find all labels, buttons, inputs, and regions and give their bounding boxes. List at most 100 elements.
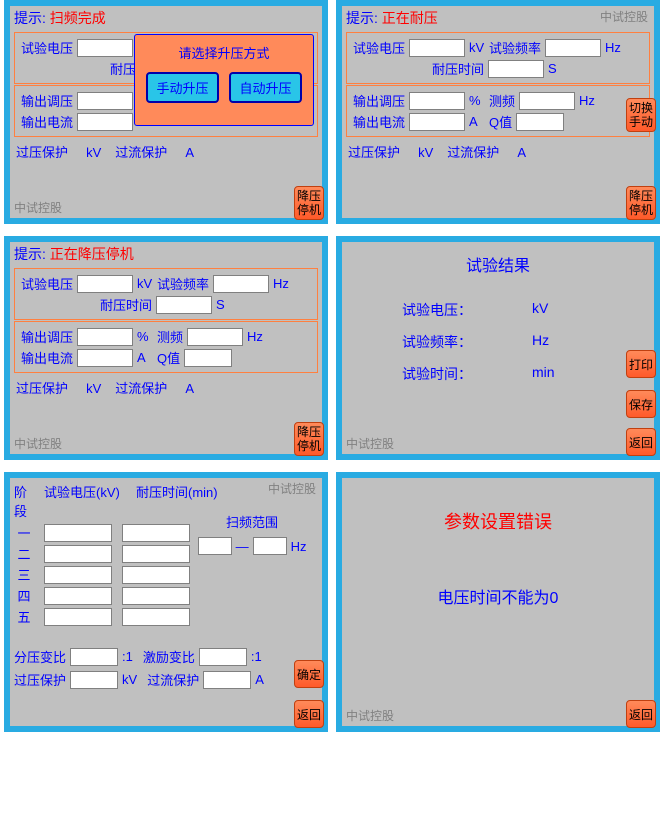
- manual-boost-button[interactable]: 手动升压: [146, 72, 218, 103]
- unit-hz2: Hz: [579, 93, 595, 108]
- lbl-test-voltage: 试验电压: [17, 38, 73, 57]
- protect-row: 过压保护 kV 过流保护 A: [342, 138, 654, 163]
- panel-scan-complete: 提示: 扫频完成 试验电压 kV 试验频率 Hz 耐压时间 输出调压 输出电流: [4, 0, 328, 224]
- protect-row: 过压保护 kV 过流保护 A: [10, 138, 322, 163]
- result-voltage-lbl: 试验电压：: [402, 300, 492, 320]
- unit-s: S: [216, 297, 232, 312]
- boost-mode-dialog: 请选择升压方式 手动升压 自动升压: [134, 34, 314, 126]
- input-q-value[interactable]: [516, 113, 564, 131]
- suffix-1: :1: [122, 649, 133, 664]
- unit-a: A: [137, 350, 153, 365]
- input-scan-from[interactable]: [198, 537, 232, 555]
- lower-stop-button[interactable]: 降压 停机: [626, 186, 656, 220]
- input-v3[interactable]: [44, 566, 112, 584]
- lbl-output-adjust: 输出调压: [349, 91, 405, 110]
- input-t3[interactable]: [122, 566, 190, 584]
- lbl-test-freq: 试验频率: [489, 38, 541, 57]
- brand: 中试控股: [14, 435, 62, 452]
- hdr-stage: 阶段: [14, 482, 38, 520]
- input-output-current[interactable]: [77, 113, 133, 131]
- switch-manual-l2: 手动: [629, 115, 653, 129]
- prompt: 提示: 扫频完成: [10, 6, 322, 32]
- input-output-adjust[interactable]: [77, 328, 133, 346]
- unit-kv: kV: [137, 276, 153, 291]
- unit-pct: %: [469, 93, 485, 108]
- unit-a2: A: [517, 145, 526, 160]
- input-test-voltage[interactable]: [409, 39, 465, 57]
- input-v2[interactable]: [44, 545, 112, 563]
- unit-kv2: kV: [86, 145, 101, 160]
- auto-boost-button[interactable]: 自动升压: [229, 72, 301, 103]
- result-freq-lbl: 试验频率：: [402, 332, 492, 352]
- dash: —: [236, 539, 249, 554]
- error-msg: 电压时间不能为0: [342, 534, 654, 608]
- input-scan-to[interactable]: [253, 537, 287, 555]
- lbl-test-freq: 试验频率: [157, 274, 209, 293]
- unit-hz: Hz: [291, 539, 307, 554]
- brand: 中试控股: [268, 480, 316, 497]
- input-output-current[interactable]: [409, 113, 465, 131]
- save-button-mid[interactable]: 保存: [626, 390, 656, 418]
- panel-results: 试验结果 试验电压： kV 试验频率： Hz 试验时间： min 中试控股 打印…: [336, 236, 660, 460]
- lbl-ov-protect: 过压保护: [16, 381, 68, 396]
- group-output: 输出调压 % 测频 Hz 输出电流 A Q值: [346, 85, 650, 137]
- lbl-withstand-time: 耐压时间: [432, 59, 484, 78]
- unit-a: A: [469, 114, 485, 129]
- input-v1[interactable]: [44, 524, 112, 542]
- input-measured-freq[interactable]: [187, 328, 243, 346]
- input-test-voltage[interactable]: [77, 275, 133, 293]
- error-title: 参数设置错误: [342, 478, 654, 534]
- unit-hz: Hz: [605, 40, 621, 55]
- prompt-value: 扫频完成: [50, 10, 106, 26]
- print-button-top[interactable]: 打印: [626, 350, 656, 378]
- lower-stop-button[interactable]: 降压 停机: [294, 186, 324, 220]
- input-output-adjust[interactable]: [77, 92, 133, 110]
- input-ov-protect[interactable]: [70, 671, 118, 689]
- lbl-oc-protect: 过流保护: [147, 670, 199, 689]
- input-oc-protect[interactable]: [203, 671, 251, 689]
- group-test: 试验电压 kV 试验频率 Hz 耐压时间 S: [14, 268, 318, 320]
- back-button[interactable]: 返回: [294, 700, 324, 728]
- unit-kv2: kV: [418, 145, 433, 160]
- results-title: 试验结果: [342, 242, 654, 294]
- lower-stop-l2: 停机: [297, 439, 321, 453]
- lbl-oc-protect: 过流保护: [115, 381, 167, 396]
- input-withstand-time[interactable]: [488, 60, 544, 78]
- brand: 中试控股: [346, 435, 394, 452]
- unit-hz2: Hz: [247, 329, 263, 344]
- lbl-oc-protect: 过流保护: [115, 145, 167, 160]
- protect-row: 过压保护 kV 过流保护 A: [10, 374, 322, 399]
- lbl-output-adjust: 输出调压: [17, 327, 73, 346]
- lbl-div-ratio: 分压变比: [14, 647, 66, 666]
- input-q-value[interactable]: [184, 349, 232, 367]
- input-t5[interactable]: [122, 608, 190, 626]
- lbl-exc-ratio: 激励变比: [143, 647, 195, 666]
- unit-a2: A: [185, 381, 194, 396]
- unit-pct: %: [137, 329, 153, 344]
- input-exc-ratio[interactable]: [199, 648, 247, 666]
- input-output-current[interactable]: [77, 349, 133, 367]
- input-v5[interactable]: [44, 608, 112, 626]
- input-v4[interactable]: [44, 587, 112, 605]
- input-div-ratio[interactable]: [70, 648, 118, 666]
- input-t1[interactable]: [122, 524, 190, 542]
- input-measured-freq[interactable]: [519, 92, 575, 110]
- switch-manual-button[interactable]: 切换 手动: [626, 98, 656, 132]
- lbl-ov-protect: 过压保护: [14, 670, 66, 689]
- input-test-voltage[interactable]: [77, 39, 133, 57]
- input-output-adjust[interactable]: [409, 92, 465, 110]
- lbl-q-value: Q值: [157, 348, 180, 367]
- input-t4[interactable]: [122, 587, 190, 605]
- dialog-title: 请选择升压方式: [135, 35, 313, 72]
- lbl-ov-protect: 过压保护: [348, 145, 400, 160]
- back-button-bot[interactable]: 返回: [626, 428, 656, 456]
- stage-2: 二: [14, 544, 34, 563]
- confirm-button[interactable]: 确定: [294, 660, 324, 688]
- back-button[interactable]: 返回: [626, 700, 656, 728]
- input-test-freq[interactable]: [545, 39, 601, 57]
- input-t2[interactable]: [122, 545, 190, 563]
- input-test-freq[interactable]: [213, 275, 269, 293]
- input-withstand-time[interactable]: [156, 296, 212, 314]
- result-freq-unit: Hz: [532, 332, 572, 352]
- lower-stop-button[interactable]: 降压 停机: [294, 422, 324, 456]
